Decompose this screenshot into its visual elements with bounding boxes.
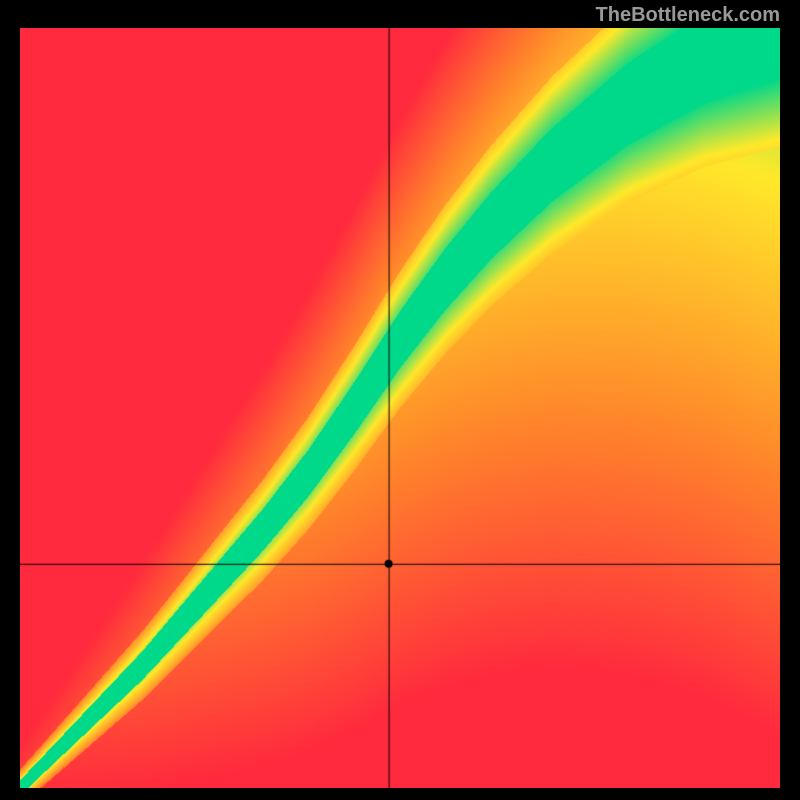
chart-container: { "type": "heatmap", "watermark": "TheBo… [0, 0, 800, 800]
bottleneck-heatmap [20, 28, 780, 788]
watermark: TheBottleneck.com [596, 4, 780, 27]
